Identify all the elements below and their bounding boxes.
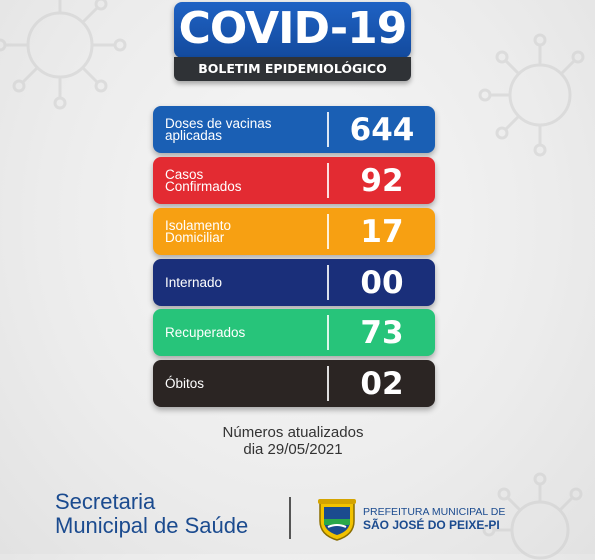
virus-icon [478,33,585,157]
stat-value: 644 [349,111,415,148]
stat-row-internado: Internado 00 [153,259,435,306]
stat-value: 02 [360,365,404,402]
stat-label: Internado [165,274,223,290]
stat-row-isolamento: Isolamento Domiciliar 17 [153,208,435,255]
divider [327,163,329,198]
stat-label: Óbitos [165,375,205,391]
divider [327,265,329,300]
stat-value: 73 [360,314,404,351]
stat-value: 92 [360,162,404,199]
footer-divider [289,497,291,539]
divider [327,112,329,147]
stat-label: Isolamento Domiciliar [165,217,232,245]
stat-row-vacinas: Doses de vacinas aplicadas 644 [153,106,435,153]
stat-row-recuperados: Recuperados 73 [153,309,435,356]
page-subtitle: BOLETIM EPIDEMIOLÓGICO [174,57,411,81]
divider [327,214,329,249]
page-title: COVID-19 [174,2,411,58]
stat-value: 17 [360,213,404,250]
secretaria-name: Secretaria Municipal de Saúde [55,489,249,538]
prefeitura-name: PREFEITURA MUNICIPAL DE SÃO JOSÉ DO PEIX… [363,506,506,532]
divider [327,315,329,350]
stat-value: 00 [360,264,404,301]
divider [327,366,329,401]
stat-row-confirmados: Casos Confirmados 92 [153,157,435,204]
stat-label: Casos Confirmados [165,166,242,194]
stat-label: Recuperados [165,324,246,340]
crest-icon [318,499,356,541]
virus-icon [482,472,583,560]
stat-row-obitos: Óbitos 02 [153,360,435,407]
update-note: Números atualizados dia 29/05/2021 [222,424,364,458]
virus-icon [0,0,127,110]
stat-label: Doses de vacinas aplicadas [165,115,272,143]
